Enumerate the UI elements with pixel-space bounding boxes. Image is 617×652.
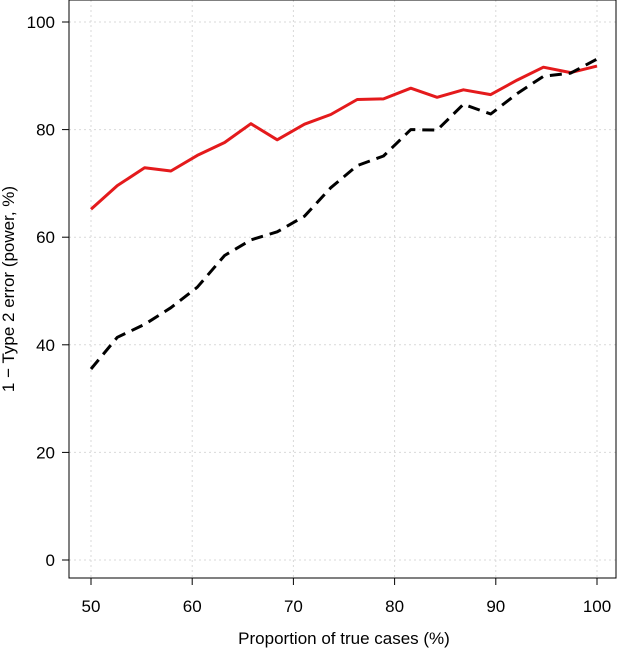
- y-tick-label-60: 60: [36, 228, 55, 247]
- series-lines: [89, 57, 598, 370]
- grid: [69, 0, 616, 578]
- x-tick-label-90: 90: [486, 597, 505, 616]
- x-tick-label-100: 100: [583, 597, 611, 616]
- series-line-2: [89, 57, 598, 370]
- series-line-1: [89, 64, 598, 211]
- y-tick-label-40: 40: [36, 336, 55, 355]
- plot-frame: [68, 0, 617, 579]
- x-axis-label: Proportion of true cases (%): [238, 629, 450, 648]
- x-tick-label-60: 60: [183, 597, 202, 616]
- x-tick-label-70: 70: [284, 597, 303, 616]
- axes: 50 60 70 80 90 100 0 20 40 60 80 100: [27, 13, 612, 616]
- y-tick-label-20: 20: [36, 443, 55, 462]
- y-tick-label-100: 100: [27, 13, 55, 32]
- y-tick-label-0: 0: [46, 551, 55, 570]
- x-tick-label-50: 50: [82, 597, 101, 616]
- y-axis-label: 1 − Type 2 error (power, %): [0, 186, 18, 392]
- x-tick-label-80: 80: [385, 597, 404, 616]
- y-tick-label-80: 80: [36, 121, 55, 140]
